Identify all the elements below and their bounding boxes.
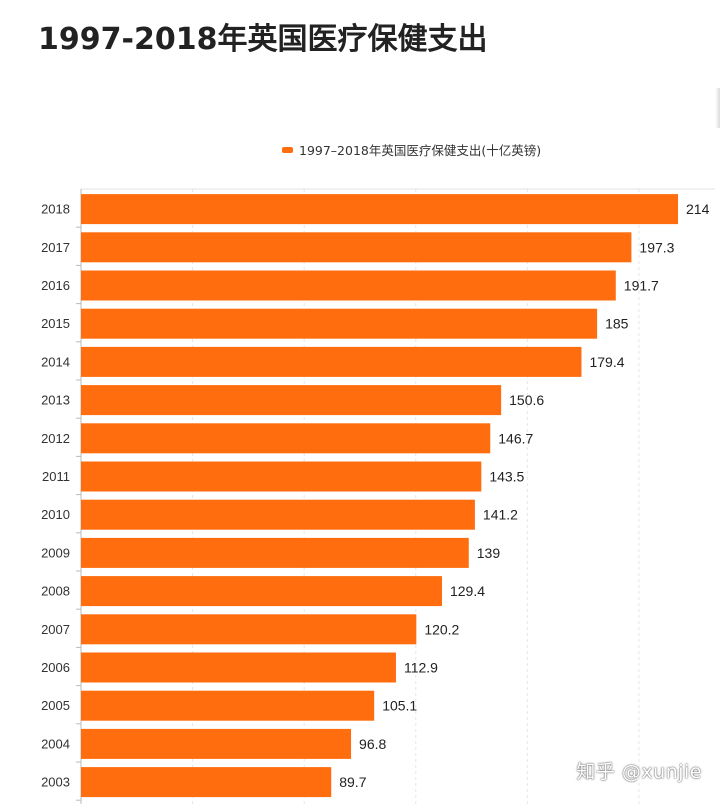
data-label-2005: 105.1 [382,698,417,714]
tick-label-2017: 2017 [41,240,70,255]
data-label-2010: 141.2 [483,507,518,523]
legend-label: 1997–2018年英国医疗保健支出(十亿英镑) [299,143,542,158]
data-label-2014: 179.4 [589,354,624,370]
tick-label-2004: 2004 [41,736,70,751]
bar-2005 [81,690,375,721]
tick-label-2006: 2006 [41,660,70,675]
bar-2015 [81,308,598,339]
data-label-2017: 197.3 [639,239,674,255]
data-label-2018: 214 [686,201,710,217]
bar-2018 [81,194,678,225]
data-label-2012: 146.7 [498,430,533,446]
tick-label-2009: 2009 [41,545,70,560]
tick-label-2013: 2013 [41,393,70,408]
data-label-2003: 89.7 [339,774,366,790]
tick-label-2011: 2011 [42,469,70,484]
bar-2016 [81,270,616,301]
bar-2010 [81,499,475,530]
data-label-2007: 120.2 [424,621,459,637]
bar-2006 [81,652,396,683]
tick-label-2005: 2005 [41,698,70,713]
bar-2008 [81,576,442,607]
watermark: 知乎 @xunjie [576,761,702,783]
tick-label-2012: 2012 [41,431,70,446]
tick-label-2003: 2003 [41,775,70,790]
tick-label-2008: 2008 [41,584,70,599]
bar-2017 [81,232,632,263]
legend[interactable]: 1997–2018年英国医疗保健支出(十亿英镑) [282,140,541,159]
data-label-2013: 150.6 [509,392,544,408]
tick-label-2018: 2018 [41,202,70,217]
bar-2004 [81,728,352,759]
tick-label-2014: 2014 [41,354,70,369]
tick-label-2007: 2007 [41,622,70,637]
bar-2013 [81,385,502,416]
tick-label-2016: 2016 [41,278,70,293]
bar-2007 [81,614,417,645]
data-label-2006: 112.9 [404,660,438,676]
bar-2003 [81,767,332,798]
tick-label-2015: 2015 [41,316,70,331]
data-label-2009: 139 [477,545,501,561]
bar-2009 [81,537,469,568]
scrollbar-edge [715,88,720,128]
tick-label-2010: 2010 [41,507,70,522]
data-label-2004: 96.8 [359,736,386,752]
data-label-2016: 191.7 [624,278,659,294]
bar-2011 [81,461,482,492]
legend-swatch [282,146,293,153]
data-label-2015: 185 [605,316,629,332]
bar-2014 [81,346,582,377]
bar-2012 [81,423,491,454]
data-label-2008: 129.4 [450,583,485,599]
data-label-2011: 143.5 [489,469,524,485]
chart-title: 1997-2018年英国医疗保健支出 [38,22,488,57]
